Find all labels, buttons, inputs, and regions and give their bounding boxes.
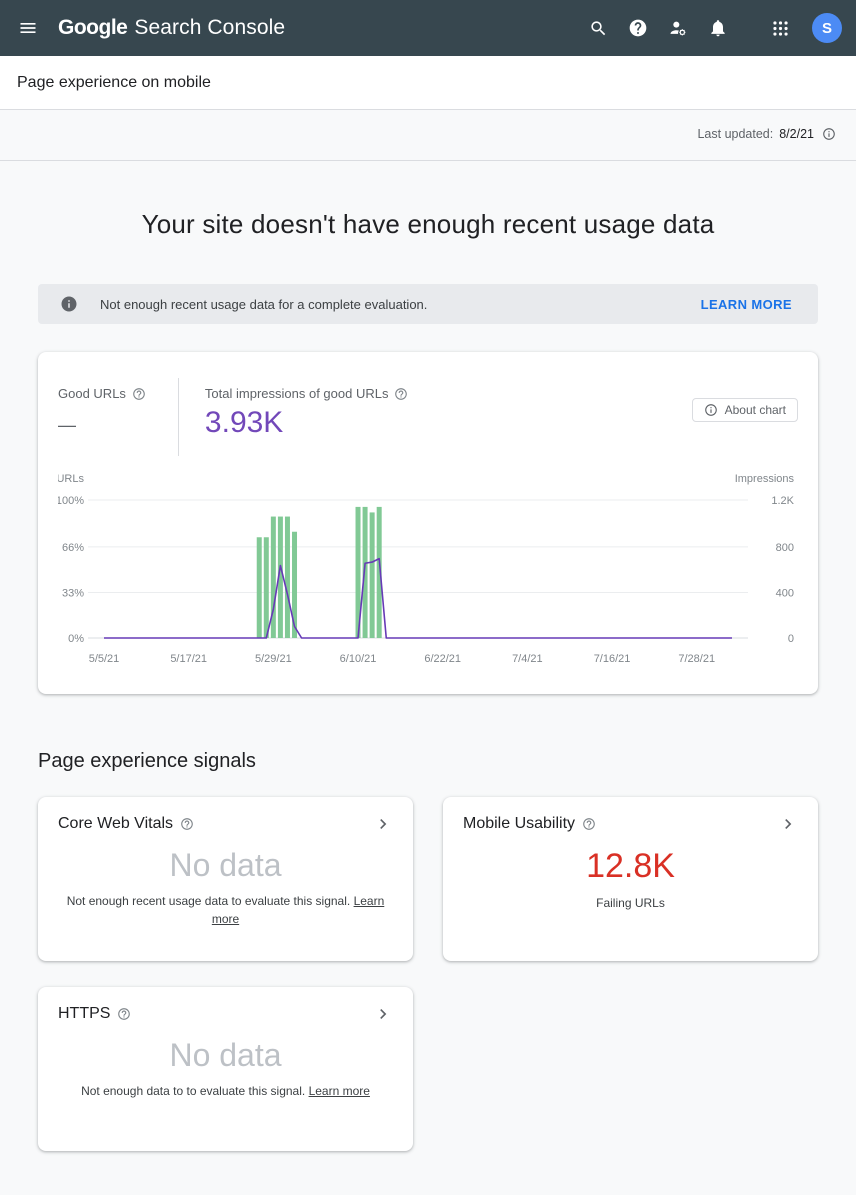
- manage-accounts-button[interactable]: [658, 8, 698, 48]
- no-data-value: No data: [169, 847, 282, 883]
- apps-grid-button[interactable]: [760, 8, 800, 48]
- svg-text:400: 400: [776, 587, 794, 599]
- svg-text:5/5/21: 5/5/21: [89, 653, 120, 665]
- experience-chart[interactable]: 100% 1.2K 66% 800 33% 400 0% 0 URLs Impressions 5/…: [56, 466, 798, 671]
- signal-cards: Core Web Vitals No data Not enough recen…: [38, 797, 818, 1151]
- app-logo[interactable]: Google Search Console: [58, 16, 285, 40]
- search-icon: [590, 20, 605, 35]
- menu-icon: [20, 23, 36, 33]
- card-description: Not enough recent usage data to evaluate…: [66, 894, 385, 926]
- svg-text:800: 800: [776, 542, 794, 554]
- svg-text:1.2K: 1.2K: [771, 495, 794, 507]
- help-outline-icon[interactable]: [132, 387, 146, 401]
- svg-text:33%: 33%: [62, 587, 84, 599]
- chevron-right-icon: [380, 819, 387, 829]
- menu-button[interactable]: [6, 8, 50, 48]
- help-icon: [629, 19, 647, 37]
- failing-urls-value: 12.8K: [586, 847, 675, 885]
- good-urls-label: Good URLs: [58, 386, 126, 401]
- last-updated-label: Last updated:: [697, 127, 774, 141]
- core-web-vitals-card[interactable]: Core Web Vitals No data Not enough recen…: [38, 797, 413, 961]
- banner-message: Not enough recent usage data for a compl…: [100, 296, 428, 312]
- page-title: Page experience on mobile: [17, 73, 211, 91]
- https-card[interactable]: HTTPS No data Not enough data to to eval…: [38, 987, 413, 1151]
- notifications-button[interactable]: [698, 8, 738, 48]
- svg-text:6/22/21: 6/22/21: [424, 653, 461, 665]
- page-title-bar: Page experience on mobile: [0, 56, 856, 110]
- info-icon: [61, 296, 77, 312]
- impressions-label: Total impressions of good URLs: [204, 386, 389, 401]
- card-description: Not enough data to to evaluate this sign…: [81, 1084, 370, 1098]
- chevron-right-icon: [785, 819, 792, 829]
- learn-more-link[interactable]: Learn more: [308, 1084, 370, 1098]
- svg-text:5/29/21: 5/29/21: [255, 653, 292, 665]
- card-title: Core Web Vitals: [58, 815, 174, 832]
- help-outline-icon[interactable]: [394, 387, 408, 401]
- open-report-button[interactable]: [373, 814, 393, 834]
- svg-text:6/10/21: 6/10/21: [340, 653, 377, 665]
- card-title: HTTPS: [58, 1005, 111, 1022]
- signals-heading: Page experience signals: [38, 750, 256, 772]
- notifications-icon: [711, 20, 725, 37]
- svg-text:Impressions: Impressions: [735, 473, 795, 485]
- help-outline-icon[interactable]: [582, 817, 596, 831]
- search-button[interactable]: [578, 8, 618, 48]
- about-chart-label: About chart: [724, 403, 786, 417]
- chevron-right-icon: [380, 1009, 387, 1019]
- learn-more-link[interactable]: LEARN MORE: [700, 296, 792, 312]
- svg-text:66%: 66%: [62, 542, 84, 554]
- learn-more-link[interactable]: Learn more: [211, 894, 385, 926]
- notice-banner: Not enough recent usage data for a compl…: [38, 284, 818, 324]
- chart-header: Good URLs — Total impressions of good UR…: [58, 370, 798, 466]
- chart-card: Good URLs — Total impressions of good UR…: [38, 352, 818, 694]
- svg-text:7/4/21: 7/4/21: [512, 653, 543, 665]
- main-content: Your site doesn't have enough recent usa…: [0, 209, 856, 1151]
- good-urls-value: —: [58, 415, 76, 435]
- svg-text:0%: 0%: [68, 633, 84, 645]
- svg-text:URLs: URLs: [58, 473, 84, 485]
- hero-heading: Your site doesn't have enough recent usa…: [141, 209, 715, 239]
- impressions-value: 3.93K: [204, 406, 284, 439]
- manage-accounts-icon: [670, 21, 686, 36]
- svg-text:5/17/21: 5/17/21: [170, 653, 207, 665]
- card-description: Failing URLs: [596, 896, 665, 910]
- logo-product-text: Search Console: [134, 16, 286, 39]
- header-divider: [177, 378, 179, 456]
- help-button[interactable]: [618, 8, 658, 48]
- card-title: Mobile Usability: [463, 815, 576, 832]
- help-outline-icon[interactable]: [117, 1007, 131, 1021]
- open-report-button[interactable]: [778, 814, 798, 834]
- svg-text:7/16/21: 7/16/21: [594, 653, 631, 665]
- info-outline-icon: [704, 404, 717, 416]
- help-outline-icon[interactable]: [180, 817, 194, 831]
- mobile-usability-card[interactable]: Mobile Usability 12.8K Failing URLs: [443, 797, 818, 961]
- open-report-button[interactable]: [373, 1004, 393, 1024]
- about-chart-button[interactable]: About chart: [691, 398, 798, 422]
- logo-google-text: Google: [58, 16, 128, 39]
- apps-grid-icon: [772, 20, 788, 36]
- no-data-value: No data: [169, 1037, 282, 1073]
- last-updated-value: 8/2/21: [779, 127, 814, 141]
- avatar[interactable]: S: [812, 13, 842, 43]
- svg-text:100%: 100%: [58, 495, 84, 507]
- svg-text:0: 0: [788, 633, 794, 645]
- impressions-metric: Total impressions of good URLs 3.93K: [205, 370, 409, 440]
- good-urls-metric: Good URLs —: [58, 370, 146, 436]
- info-outline-icon[interactable]: [822, 127, 836, 141]
- last-updated-row: Last updated: 8/2/21: [0, 110, 856, 161]
- svg-text:7/28/21: 7/28/21: [678, 653, 715, 665]
- google-search-console-app: Google Search Console: [0, 0, 856, 1151]
- app-bar: Google Search Console: [0, 0, 856, 56]
